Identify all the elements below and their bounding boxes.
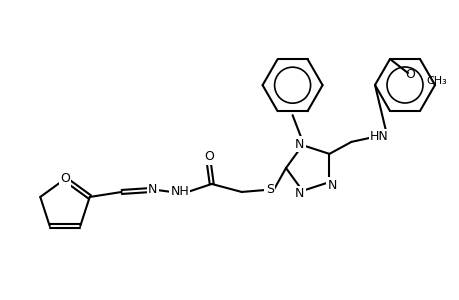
Text: HN: HN <box>369 130 388 143</box>
Text: N: N <box>327 178 336 192</box>
Text: N: N <box>294 138 303 151</box>
Text: CH₃: CH₃ <box>425 76 446 86</box>
Text: N: N <box>148 184 157 196</box>
Text: O: O <box>203 151 213 164</box>
Text: N: N <box>294 187 303 200</box>
Text: S: S <box>265 184 273 196</box>
Text: O: O <box>404 68 414 80</box>
Text: NH: NH <box>170 185 189 199</box>
Text: O: O <box>60 172 70 185</box>
